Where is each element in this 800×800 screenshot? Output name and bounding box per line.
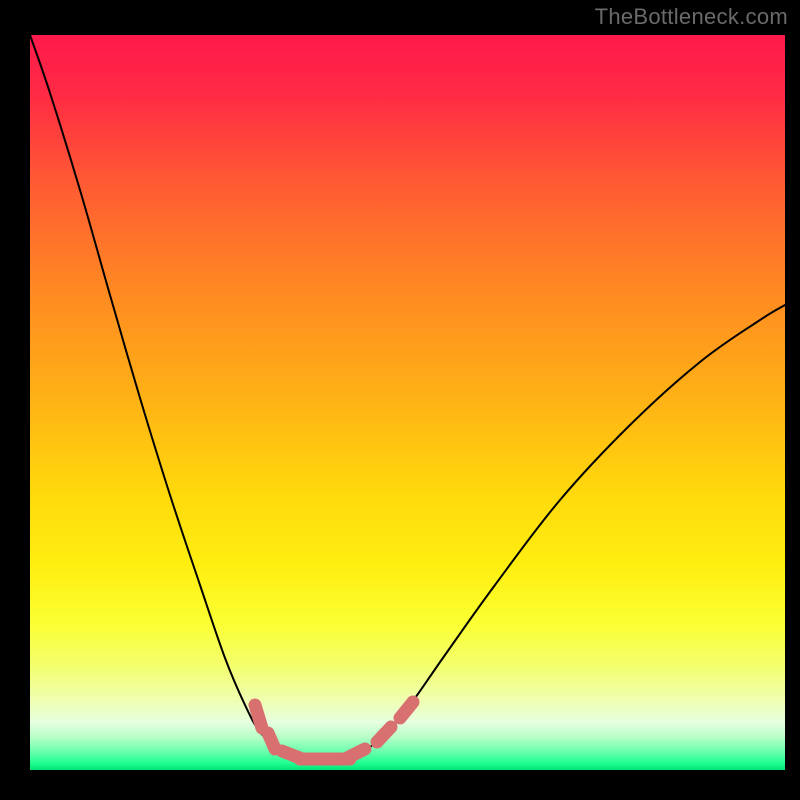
- figure-outer: TheBottleneck.com: [0, 0, 800, 800]
- valley-marker-segment: [347, 749, 365, 758]
- gradient-background: [30, 35, 785, 770]
- watermark-text: TheBottleneck.com: [595, 4, 788, 30]
- valley-marker-segment: [268, 733, 275, 749]
- plot-area: [0, 0, 800, 800]
- valley-marker-segment: [255, 705, 262, 728]
- chart-svg: [0, 0, 800, 800]
